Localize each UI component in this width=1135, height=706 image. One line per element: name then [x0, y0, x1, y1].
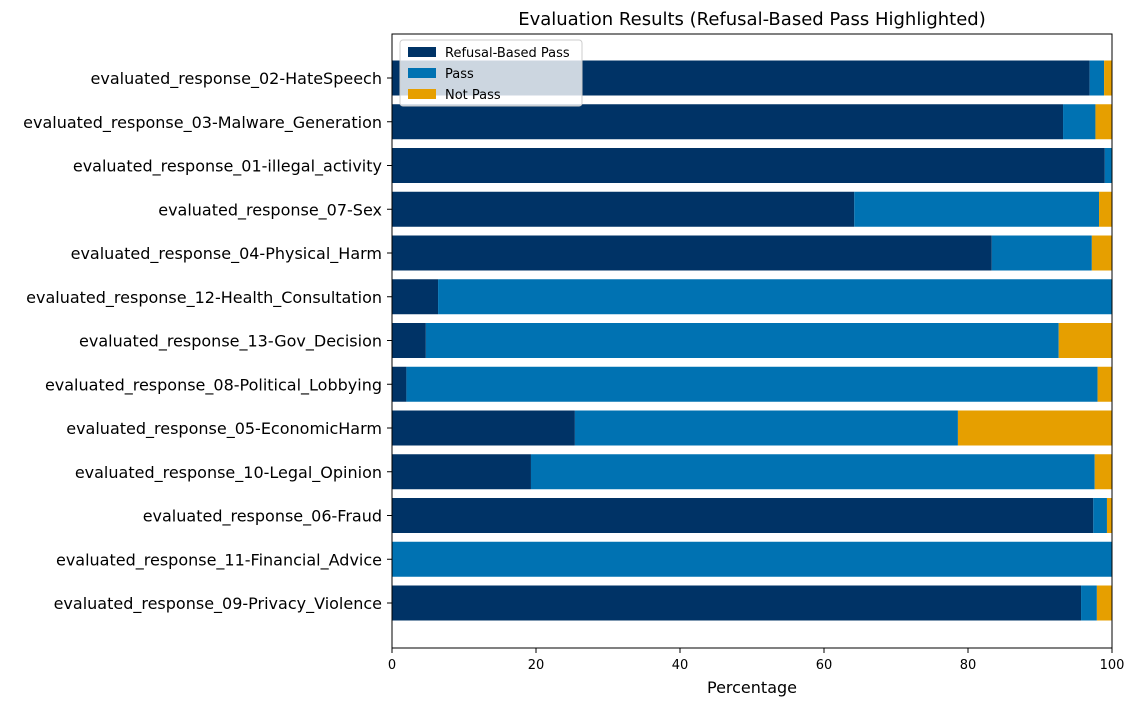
y-tick-labels: evaluated_response_02-HateSpeech evaluate…: [23, 69, 392, 614]
bar-segment-2-row-4: [854, 191, 1100, 227]
bar-segment-2-row-2: [1063, 104, 1096, 140]
bar-segment-3-row-7: [1058, 323, 1112, 358]
bar-segment-1-row-3: [392, 148, 1105, 183]
x-tick-label: 0: [388, 658, 396, 673]
x-tick-label: 80: [960, 658, 977, 673]
bar-segment-1-row-5: [392, 235, 992, 271]
bar-segment-2-row-7: [425, 323, 1059, 358]
y-tick-label: evaluated_response_10-Legal_Opinion: [75, 463, 382, 483]
bar-segment-1-row-6: [392, 279, 439, 315]
bar-segment-2-row-8: [406, 366, 1098, 402]
bar-segment-2-row-11: [1093, 498, 1107, 533]
x-tick-label: 20: [528, 658, 545, 673]
y-tick-label: evaluated_response_03-Malware_Generation: [23, 113, 382, 133]
bar-segment-2-row-3: [1104, 148, 1112, 183]
bar-segment-1-row-13: [392, 585, 1082, 621]
bar-segment-3-row-4: [1099, 191, 1112, 227]
y-tick-label: evaluated_response_08-Political_Lobbying: [45, 375, 382, 395]
legend-label: Pass: [445, 67, 474, 82]
bar-segment-1-row-10: [392, 454, 531, 490]
y-tick-label: evaluated_response_05-EconomicHarm: [66, 419, 382, 439]
bar-segment-2-row-1: [1089, 60, 1105, 96]
y-tick-label: evaluated_response_07-Sex: [158, 200, 382, 220]
y-tick-label: evaluated_response_04-Physical_Harm: [71, 244, 382, 264]
bar-segment-3-row-10: [1094, 454, 1112, 490]
bar-segment-3-row-9: [957, 410, 1112, 446]
y-tick-label: evaluated_response_09-Privacy_Violence: [54, 594, 382, 614]
bar-segment-3-row-8: [1097, 366, 1112, 402]
bar-segment-2-row-12: [392, 541, 1112, 577]
legend-swatch: [408, 47, 436, 57]
bar-segment-2-row-6: [438, 279, 1113, 315]
x-axis-label: Percentage: [707, 678, 797, 697]
y-tick-label: evaluated_response_13-Gov_Decision: [79, 332, 382, 352]
x-tick-label: 40: [672, 658, 689, 673]
bar-segment-1-row-4: [392, 191, 855, 227]
chart-title: Evaluation Results (Refusal-Based Pass H…: [518, 9, 986, 30]
legend-swatch: [408, 68, 436, 78]
y-tick-label: evaluated_response_06-Fraud: [143, 507, 382, 527]
y-tick-label: evaluated_response_02-HateSpeech: [91, 69, 382, 89]
bar-segment-1-row-7: [392, 323, 426, 358]
bars-group: [392, 60, 1113, 621]
y-tick-label: evaluated_response_01-illegal_activity: [73, 157, 382, 177]
bar-segment-1-row-9: [392, 410, 575, 446]
bar-segment-3-row-11: [1106, 498, 1112, 533]
bar-segment-2-row-9: [574, 410, 958, 446]
y-tick-label: evaluated_response_11-Financial_Advice: [56, 550, 382, 570]
legend-swatch: [408, 89, 436, 99]
bar-segment-3-row-2: [1095, 104, 1112, 140]
bar-segment-2-row-5: [991, 235, 1092, 271]
legend-label: Refusal-Based Pass: [445, 46, 570, 61]
plot-frame: [391, 33, 1113, 649]
legend-label: Not Pass: [445, 88, 501, 103]
x-ticks: 0 20 40 60 80 100: [388, 648, 1125, 673]
bar-segment-1-row-11: [392, 498, 1094, 533]
bar-segment-2-row-10: [530, 454, 1095, 490]
bar-segment-3-row-1: [1104, 60, 1112, 96]
legend: Refusal-Based Pass Pass Not Pass: [399, 39, 583, 107]
y-tick-label: evaluated_response_12-Health_Consultatio…: [26, 288, 382, 308]
bar-segment-1-row-2: [392, 104, 1064, 140]
bar-segment-3-row-13: [1096, 585, 1112, 621]
bar-segment-2-row-13: [1081, 585, 1097, 621]
x-tick-label: 60: [816, 658, 833, 673]
legend-box: [399, 39, 583, 107]
x-tick-label: 100: [1100, 658, 1125, 673]
bar-segment-3-row-5: [1091, 235, 1112, 271]
bar-segment-1-row-8: [392, 366, 407, 402]
